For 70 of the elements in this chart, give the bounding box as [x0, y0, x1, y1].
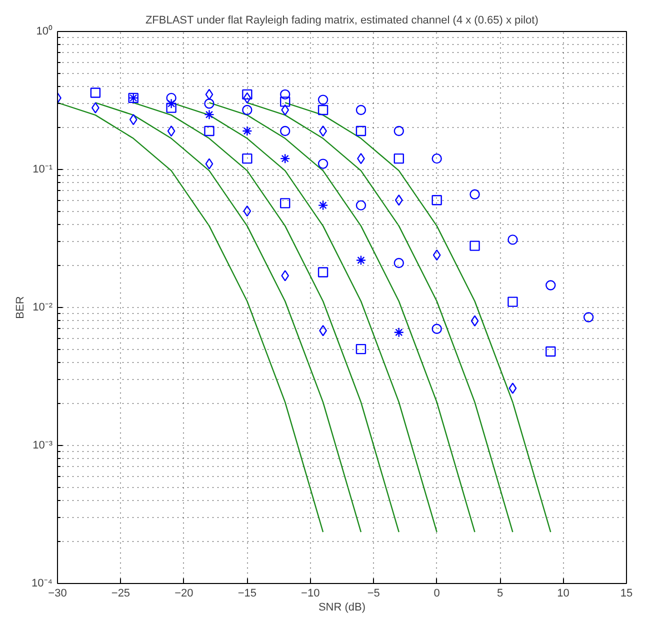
point [280, 198, 290, 208]
point [281, 270, 290, 282]
y-tick-label: 10⁻⁴ [32, 578, 53, 590]
point [281, 104, 290, 116]
point [394, 327, 404, 338]
point [356, 200, 366, 210]
point [280, 153, 290, 164]
point [432, 249, 441, 261]
y-tick-label: 10⁻¹ [32, 164, 53, 176]
y-tick-label: 10⁻² [32, 302, 53, 314]
point [508, 234, 518, 245]
point [280, 89, 290, 100]
point [204, 98, 214, 109]
point [356, 104, 366, 116]
point [318, 104, 328, 116]
point [432, 195, 442, 206]
point [318, 94, 328, 105]
chart-title: ZFBLAST under flat Rayleigh fading matrix, estimated channel (4 x (0.65) x pilot) [145, 14, 538, 26]
point [432, 324, 442, 334]
point [280, 126, 290, 136]
point [167, 125, 176, 137]
point [166, 92, 176, 104]
point [508, 296, 518, 307]
x-tick-label: −20 [174, 588, 194, 600]
x-tick-label: 0 [434, 588, 440, 600]
point [242, 104, 252, 116]
point [394, 126, 404, 136]
point [470, 240, 480, 251]
point [318, 158, 328, 169]
point [394, 194, 403, 206]
point [242, 126, 252, 136]
point [394, 258, 404, 268]
y-axis-title: BER [14, 296, 27, 319]
point [280, 96, 290, 107]
x-tick-label: −15 [238, 588, 257, 600]
point [166, 102, 176, 113]
point [242, 153, 252, 164]
point [356, 126, 366, 136]
x-tick-label: −25 [111, 588, 130, 600]
point [356, 255, 366, 266]
x-tick-label: 15 [620, 588, 633, 600]
point [318, 267, 328, 278]
point [546, 280, 556, 290]
point [432, 153, 442, 164]
point [205, 158, 214, 170]
point [356, 344, 366, 354]
point [129, 114, 138, 126]
point [205, 88, 214, 100]
point [90, 88, 101, 98]
point [470, 189, 480, 200]
point [508, 382, 517, 394]
x-tick-label: 5 [496, 588, 504, 600]
point [243, 205, 252, 217]
y-tick-label: 10⁻³ [32, 440, 53, 452]
point [546, 346, 556, 357]
point [204, 126, 214, 136]
point [204, 109, 214, 120]
point [243, 92, 252, 104]
point [470, 315, 479, 326]
point [242, 89, 252, 100]
x-tick-label: −10 [301, 588, 320, 600]
point [394, 153, 404, 164]
x-axis-title: SNR (dB) [318, 602, 366, 614]
line-series [208, 102, 476, 533]
x-tick-label: −5 [367, 588, 380, 600]
y-tick-label: 10⁰ [36, 24, 53, 38]
x-tick-label: −30 [48, 588, 67, 600]
x-tick-label: 10 [557, 588, 570, 600]
point [318, 200, 328, 210]
point [583, 312, 594, 322]
